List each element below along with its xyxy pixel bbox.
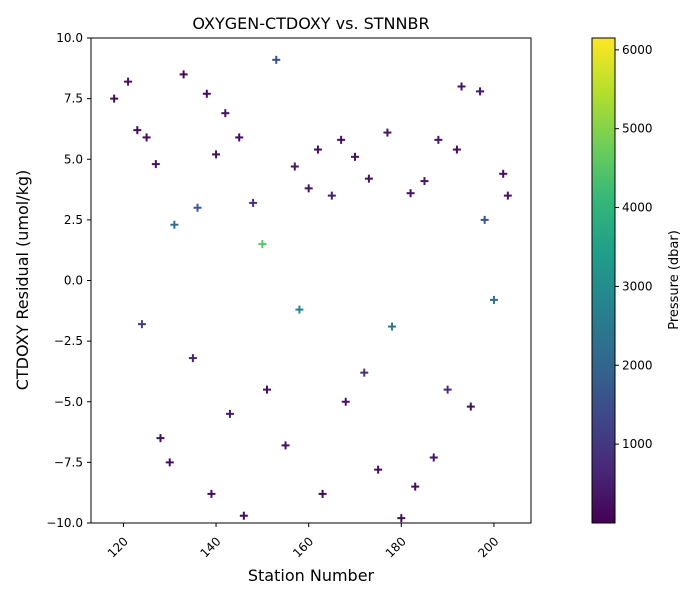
colorbar-tick-label: 1000 — [622, 437, 653, 451]
colorbar-ticks: 1000 2000 3000 4000 5000 6000 — [615, 43, 653, 451]
data-point — [499, 169, 508, 178]
y-axis: −10.0 −7.5 −5.0 −2.5 0.0 2.5 5.0 7.5 10.0 — [46, 31, 91, 530]
x-tick-label: 160 — [290, 534, 316, 560]
data-point — [235, 133, 244, 142]
y-axis-label: CTDOXY Residual (umol/kg) — [13, 170, 32, 391]
colorbar: 1000 2000 3000 4000 5000 6000 Pressure (dbar) — [591, 37, 682, 524]
colorbar-label: Pressure (dbar) — [667, 230, 682, 330]
colorbar-tick-label: 2000 — [622, 358, 653, 372]
colorbar-tick-label: 5000 — [622, 122, 653, 136]
data-point — [397, 514, 406, 523]
y-tick-label: −5.0 — [54, 395, 83, 409]
data-point — [110, 94, 119, 103]
data-points — [110, 55, 512, 523]
data-point — [249, 198, 258, 207]
x-tick-label: 200 — [475, 534, 501, 560]
axes-frame — [90, 37, 532, 524]
data-point — [503, 191, 512, 200]
x-tick-label: 120 — [105, 534, 131, 560]
data-point — [188, 354, 197, 363]
y-tick-label: 7.5 — [64, 92, 83, 106]
data-point — [443, 385, 452, 394]
data-point — [133, 126, 142, 135]
chart-title: OXYGEN-CTDOXY vs. STNNBR — [192, 14, 429, 33]
data-point — [212, 150, 221, 159]
data-point — [202, 89, 211, 98]
data-point — [221, 109, 230, 118]
data-point — [351, 152, 359, 161]
data-point — [388, 322, 397, 331]
colorbar-tick-label: 4000 — [622, 201, 653, 215]
data-point — [476, 87, 485, 96]
data-point — [313, 145, 322, 154]
data-point — [295, 305, 304, 314]
data-point — [364, 174, 373, 183]
data-point — [290, 162, 299, 171]
data-point — [281, 441, 290, 450]
data-point — [360, 368, 369, 377]
data-point — [341, 397, 350, 406]
data-point — [142, 133, 151, 142]
data-point — [457, 82, 466, 91]
data-point — [466, 402, 475, 411]
data-point — [179, 70, 188, 79]
data-point — [207, 489, 216, 498]
data-point — [239, 511, 248, 520]
y-tick-label: 10.0 — [56, 31, 83, 45]
data-point — [151, 160, 160, 169]
plot-area — [90, 37, 532, 524]
data-point — [156, 434, 165, 443]
y-tick-label: 0.0 — [64, 274, 83, 288]
y-tick-label: −10.0 — [46, 516, 83, 530]
data-point — [124, 77, 133, 86]
data-point — [489, 295, 498, 304]
data-point — [374, 465, 383, 474]
data-point — [193, 203, 202, 212]
data-point — [480, 215, 489, 224]
data-point — [411, 482, 420, 491]
x-tick-label: 180 — [383, 534, 409, 560]
data-point — [272, 55, 281, 64]
x-axis-label: Station Number — [248, 566, 375, 585]
data-point — [225, 409, 234, 418]
data-point — [337, 135, 346, 144]
x-tick-label: 140 — [197, 534, 223, 560]
data-point — [137, 320, 146, 329]
x-axis: 120 140 160 180 200 — [105, 523, 501, 560]
data-point — [406, 189, 415, 198]
data-point — [383, 128, 392, 137]
y-tick-label: −2.5 — [54, 334, 83, 348]
data-point — [429, 453, 438, 462]
data-point — [165, 458, 174, 467]
data-point — [434, 135, 443, 144]
y-tick-label: −7.5 — [54, 455, 83, 469]
data-point — [258, 240, 267, 249]
data-point — [304, 184, 313, 193]
colorbar-tick-label: 3000 — [622, 279, 653, 293]
data-point — [263, 385, 271, 394]
colorbar-tick-label: 6000 — [622, 43, 653, 57]
data-point — [452, 145, 461, 154]
y-tick-label: 5.0 — [64, 152, 83, 166]
data-point — [420, 177, 429, 186]
colorbar-gradient — [591, 37, 616, 524]
data-point — [170, 220, 179, 229]
data-point — [327, 191, 336, 200]
y-tick-label: 2.5 — [64, 213, 83, 227]
data-point — [318, 489, 327, 498]
